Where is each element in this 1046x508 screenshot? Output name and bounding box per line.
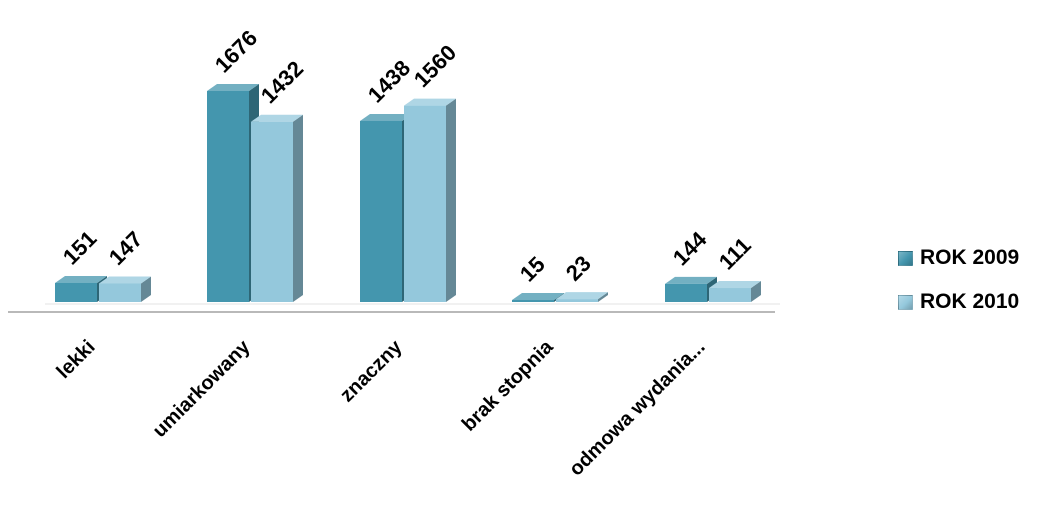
data-label: 1560: [409, 40, 461, 92]
bar-front-face: [55, 282, 97, 302]
bar-side-face: [751, 281, 761, 302]
bar-front-face: [360, 120, 402, 302]
legend-item-2010: ROK 2010: [898, 288, 1019, 316]
bar-front-face: [665, 283, 707, 302]
bar-top-face: [709, 281, 761, 289]
bar-front-face: [251, 121, 293, 302]
bar-top-face: [556, 292, 608, 300]
bar-side-face: [446, 98, 456, 302]
category-label: odmowa wydania...: [565, 336, 709, 480]
bar-2010-2: [404, 98, 456, 302]
category-label: lekki: [53, 336, 100, 383]
legend-label-2009: ROK 2009: [920, 246, 1020, 269]
bar-front-face: [99, 283, 141, 302]
bar-front-face: [512, 300, 554, 302]
bar-side-face: [141, 276, 151, 302]
bar-top-face: [512, 293, 564, 300]
legend-label-2010: ROK 2010: [920, 290, 1020, 313]
bar-top-face: [99, 276, 151, 284]
data-label: 111: [714, 233, 756, 275]
bar-top-face: [360, 113, 412, 121]
legend-item-2009: ROK 2009: [898, 244, 1019, 272]
bar-2010-3: [556, 292, 608, 302]
bar-2010-4: [709, 281, 761, 302]
category-label: znaczny: [336, 335, 407, 406]
bar-top-face: [665, 276, 717, 284]
bar-front-face: [556, 299, 598, 302]
data-label: 23: [561, 251, 596, 286]
bar-top-face: [207, 84, 259, 91]
legend: ROK 2009 ROK 2010: [898, 244, 1019, 332]
bar-side-face: [598, 292, 608, 302]
data-label: 144: [668, 226, 712, 270]
bar-top-face: [251, 114, 303, 122]
category-label: umiarkowany: [149, 335, 256, 442]
bar-front-face: [709, 288, 751, 302]
bar-top-face: [55, 275, 107, 283]
data-label: 147: [104, 226, 148, 270]
bar-2010-1: [251, 114, 303, 302]
data-label: 15: [515, 252, 550, 287]
legend-swatch-2010: [898, 294, 913, 310]
bar-2010-0: [99, 276, 151, 302]
legend-swatch-2009: [898, 250, 913, 266]
bar-front-face: [207, 91, 249, 302]
category-label: brak stopnia: [458, 335, 558, 435]
data-label: 1432: [256, 56, 308, 108]
bar-side-face: [293, 114, 303, 302]
data-label: 1438: [363, 55, 415, 107]
bar-top-face: [404, 98, 456, 106]
data-label: 1676: [210, 25, 262, 77]
data-label: 151: [58, 226, 102, 270]
bar-front-face: [404, 105, 446, 302]
